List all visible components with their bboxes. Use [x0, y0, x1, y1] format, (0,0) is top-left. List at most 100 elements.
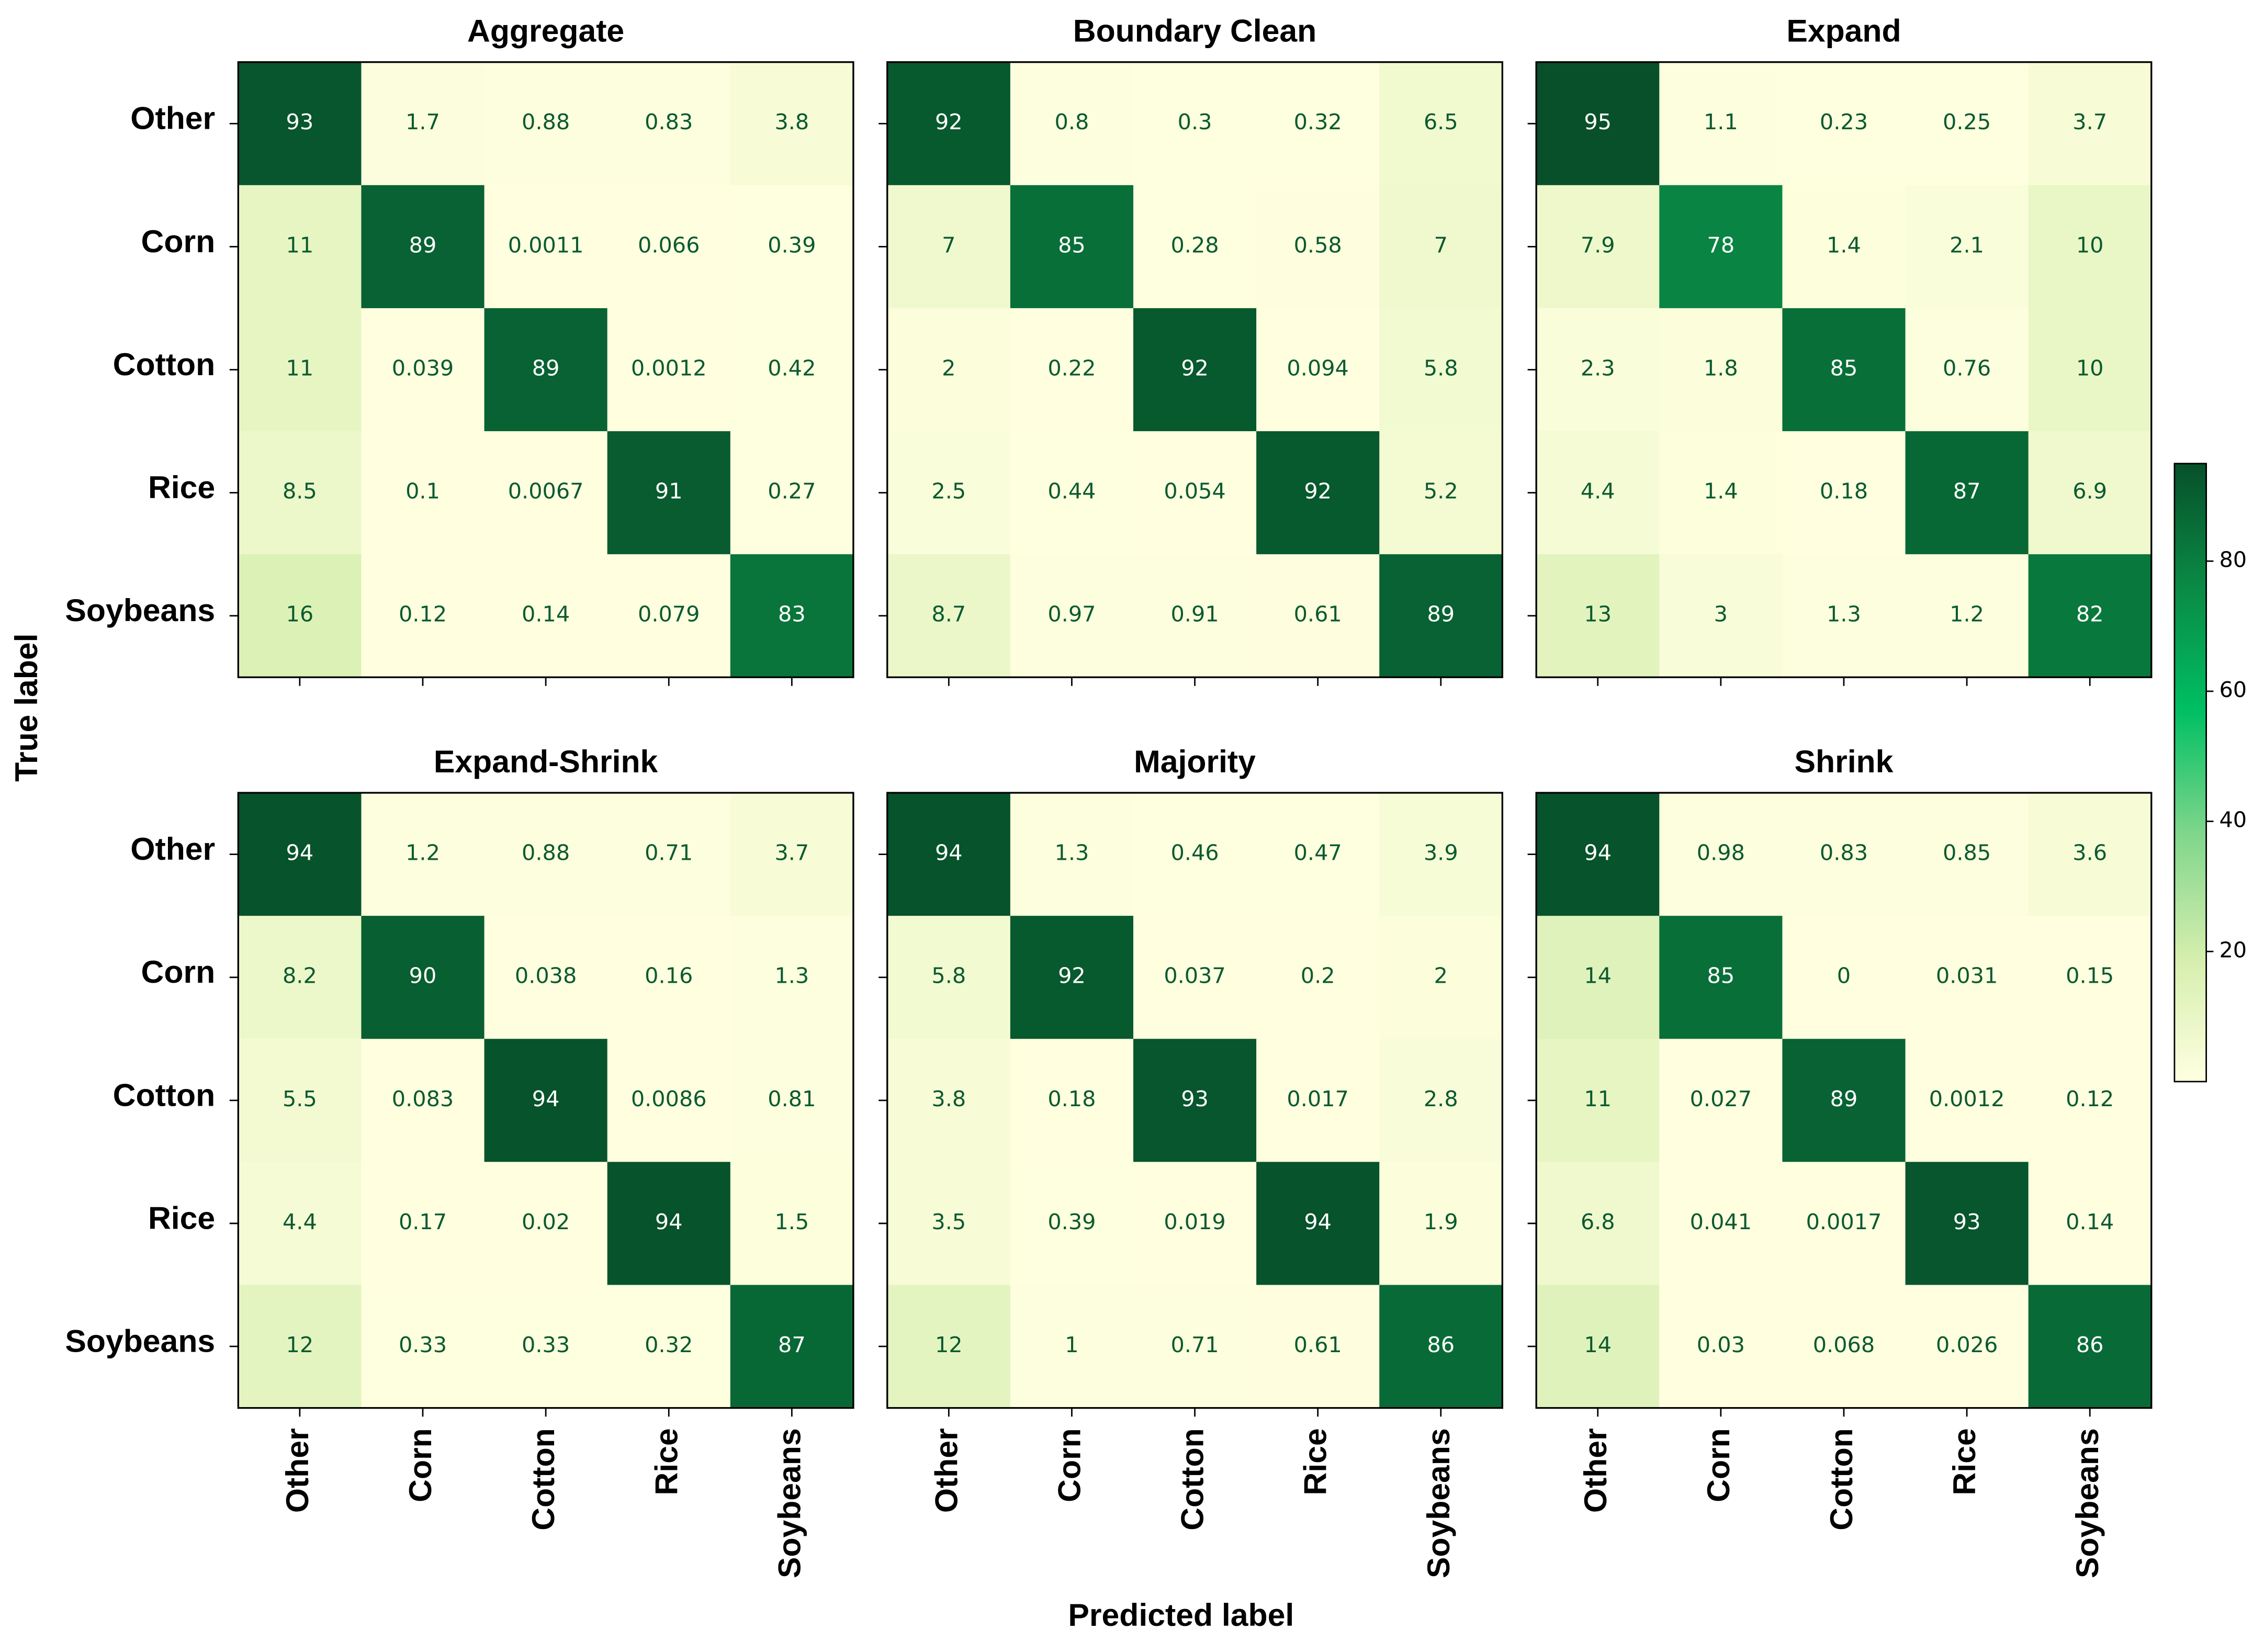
heatmap-cell: [484, 793, 609, 917]
cell-label: 0.038: [515, 963, 577, 988]
cell-label: 2: [1434, 963, 1448, 988]
heatmap-cell: [607, 916, 731, 1040]
heatmap-cell: [2028, 1162, 2153, 1286]
cell-label: 1.4: [1704, 479, 1738, 504]
heatmap-cell: [730, 1162, 854, 1286]
heatmap-cell: [1905, 916, 2030, 1040]
heatmap-cell: [1256, 554, 1380, 678]
heatmap-cell: [607, 1039, 731, 1163]
cell-label: 90: [409, 963, 437, 988]
cell-label: 10: [2076, 355, 2104, 380]
heatmap-cell: [1010, 185, 1134, 309]
cell-label: 0.027: [1690, 1086, 1752, 1111]
cell-label: 1.3: [1055, 840, 1089, 866]
chart-title: Majority: [1134, 744, 1256, 779]
heatmap-cell: [1659, 1039, 1783, 1163]
cell-label: 87: [778, 1332, 806, 1357]
x-tick-label: Soybeans: [1421, 1428, 1456, 1578]
heatmap-cell: [1782, 554, 1906, 678]
cell-label: 0.28: [1170, 232, 1219, 257]
cell-label: 0.23: [1820, 109, 1868, 134]
cell-label: 0.037: [1164, 963, 1225, 988]
heatmap-cell: [1536, 554, 1660, 678]
heatmap-cell: [1256, 793, 1380, 917]
cell-label: 12: [286, 1332, 314, 1357]
heatmap-cell: [1010, 793, 1134, 917]
heatmap-cell: [238, 62, 362, 186]
cell-label: 0.017: [1287, 1086, 1348, 1111]
heatmap-cell: [1133, 62, 1257, 186]
heatmap-cell: [887, 62, 1011, 186]
cell-label: 1.2: [406, 840, 440, 866]
cell-label: 0.14: [2066, 1209, 2114, 1234]
heatmap-cell: [730, 1285, 854, 1409]
cell-label: 0.031: [1936, 963, 1998, 988]
heatmap-cell: [238, 916, 362, 1040]
cell-label: 0.0012: [1929, 1086, 2005, 1111]
heatmap-cell: [607, 1285, 731, 1409]
cell-label: 0.18: [1820, 479, 1868, 504]
cell-label: 92: [1181, 355, 1209, 380]
heatmap-cell: [238, 793, 362, 917]
heatmap-cell: [484, 431, 609, 555]
heatmap-cell: [887, 431, 1011, 555]
heatmap-cell: [887, 916, 1011, 1040]
cell-label: 0.041: [1690, 1209, 1752, 1234]
cell-label: 2: [942, 355, 955, 380]
heatmap-cell: [607, 308, 731, 432]
heatmap-cell: [2028, 185, 2153, 309]
cell-label: 0.58: [1294, 232, 1342, 257]
heatmap-cell: [2028, 431, 2153, 555]
heatmap-cell: [730, 793, 854, 917]
heatmap-cell: [1782, 916, 1906, 1040]
cell-label: 92: [1058, 963, 1086, 988]
cell-label: 1.7: [406, 109, 440, 134]
colorbar-tick-label: 20: [2219, 937, 2247, 962]
cell-label: 0.32: [645, 1332, 693, 1357]
heatmap-cell: [607, 185, 731, 309]
heatmap-cell: [1659, 185, 1783, 309]
cell-label: 0.97: [1047, 602, 1096, 627]
heatmap-cell: [1010, 1039, 1134, 1163]
y-tick-label: Rice: [148, 469, 215, 505]
cell-label: 2.5: [931, 479, 966, 504]
heatmap-cell: [1010, 554, 1134, 678]
cell-label: 1.3: [774, 963, 809, 988]
cell-label: 1.4: [1827, 232, 1861, 257]
cell-label: 0.44: [1047, 479, 1096, 504]
cell-label: 78: [1707, 232, 1735, 257]
heatmap-cell: [1782, 185, 1906, 309]
cell-label: 0.25: [1943, 109, 1991, 134]
heatmap-cell: [361, 431, 485, 555]
heatmap-cell: [1536, 62, 1660, 186]
heatmap-cell: [1659, 793, 1783, 917]
heatmap-cell: [730, 62, 854, 186]
heatmap-cell: [1256, 1039, 1380, 1163]
cell-label: 0.083: [392, 1086, 454, 1111]
heatmap-cell: [1133, 554, 1257, 678]
cell-label: 85: [1058, 232, 1086, 257]
heatmap-cell: [1536, 1039, 1660, 1163]
cell-label: 1: [1065, 1332, 1078, 1357]
cell-label: 0.068: [1813, 1332, 1875, 1357]
heatmap-cell: [238, 1039, 362, 1163]
heatmap-cell: [2028, 554, 2153, 678]
heatmap-cell: [1133, 793, 1257, 917]
heatmap-cell: [1379, 1162, 1503, 1286]
heatmap-cell: [730, 916, 854, 1040]
heatmap-cell: [238, 431, 362, 555]
heatmap-cell: [1256, 1285, 1380, 1409]
heatmap-cell: [1905, 1039, 2030, 1163]
heatmap-cell: [1782, 1285, 1906, 1409]
heatmap-cell: [1782, 308, 1906, 432]
heatmap-cell: [1133, 1039, 1257, 1163]
heatmap-cell: [1905, 793, 2030, 917]
heatmap-cell: [1133, 185, 1257, 309]
heatmap-cell: [1536, 185, 1660, 309]
heatmap-cell: [1905, 1162, 2030, 1286]
cell-label: 3.8: [931, 1086, 966, 1111]
heatmap-cell: [238, 554, 362, 678]
cell-label: 0.39: [768, 232, 816, 257]
y-tick-label: Corn: [141, 223, 216, 259]
heatmap-cell: [887, 1285, 1011, 1409]
